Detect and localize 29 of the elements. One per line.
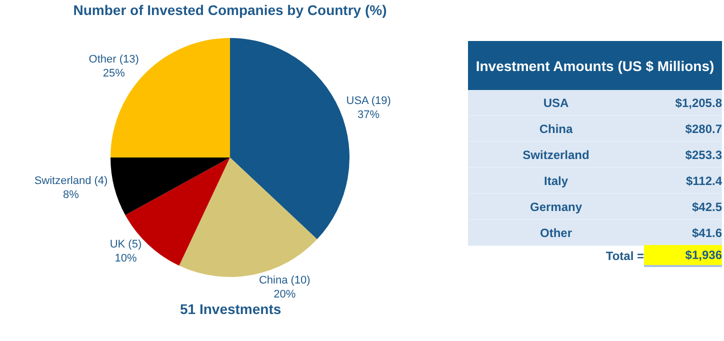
data-label: 20% (274, 288, 296, 301)
data-label: 8% (63, 189, 80, 202)
text: 51 Investments (180, 301, 282, 317)
text: Investment Amounts (US $ Millions) (468, 41, 722, 90)
text: $1,205.8 (675, 96, 722, 110)
category-label: China (538, 122, 574, 136)
data-label: 37% (358, 109, 380, 122)
category-label: Switzerland (522, 148, 590, 162)
category-label: USA (542, 96, 570, 110)
text: $112.4 (686, 174, 722, 188)
slice-label: Other (13) (88, 53, 139, 66)
chart-title: Number of Invested Companies by Country (%) (73, 2, 387, 18)
data-label: 25% (102, 68, 126, 80)
text: $41.6 (692, 226, 722, 240)
pie-slice (110, 158, 230, 216)
text: $253.3 (685, 148, 722, 162)
text: $1,936 (644, 245, 722, 267)
text: Total = (604, 249, 644, 263)
slice-label: UK (5) (110, 238, 142, 250)
data-label: 10% (114, 252, 137, 265)
slice-label: Switzerland (4) (34, 174, 108, 187)
slice-label: USA (19) (346, 94, 391, 107)
text: $280.7 (685, 122, 722, 136)
category-label: Italy (542, 174, 569, 188)
text: $42.5 (692, 200, 722, 214)
pie-slice (179, 158, 318, 277)
slice-label: China (10) (258, 274, 310, 286)
category-label: Germany (528, 200, 584, 214)
category-label: Other (538, 226, 573, 240)
